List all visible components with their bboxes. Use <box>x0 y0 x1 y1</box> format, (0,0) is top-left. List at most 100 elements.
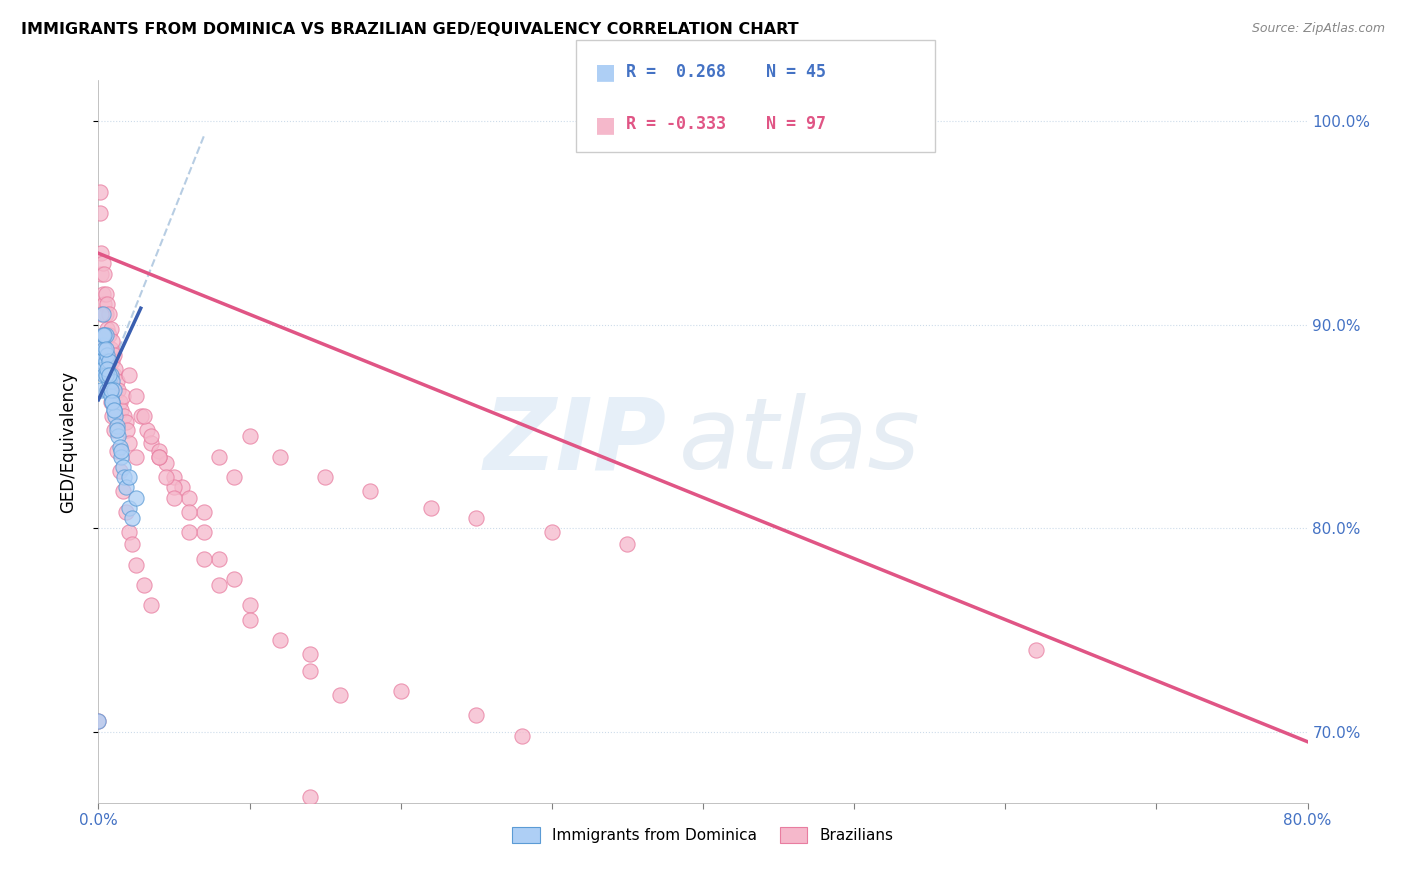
Point <box>125 558 148 572</box>
Text: R = -0.333    N = 97: R = -0.333 N = 97 <box>626 115 825 133</box>
Point <box>100 395 122 409</box>
Point <box>94 342 117 356</box>
Point <box>103 423 125 437</box>
Point <box>155 456 177 470</box>
Point <box>91 338 114 352</box>
Point <box>224 572 246 586</box>
Point <box>299 647 322 661</box>
Point <box>208 578 231 592</box>
Point <box>420 500 443 515</box>
Point <box>148 443 170 458</box>
Text: atlas: atlas <box>679 393 921 490</box>
Point <box>94 354 117 368</box>
Point <box>89 185 111 199</box>
Point <box>239 613 262 627</box>
Point <box>93 368 115 383</box>
Point <box>125 491 148 505</box>
Point <box>104 409 127 423</box>
Point <box>96 368 118 383</box>
Point <box>112 409 135 423</box>
Point <box>114 480 136 494</box>
Text: ■: ■ <box>595 115 616 135</box>
Point <box>91 307 114 321</box>
Point <box>179 525 201 540</box>
Point <box>96 368 118 383</box>
Point <box>100 321 122 335</box>
Point <box>118 525 141 540</box>
Text: IMMIGRANTS FROM DOMINICA VS BRAZILIAN GED/EQUIVALENCY CORRELATION CHART: IMMIGRANTS FROM DOMINICA VS BRAZILIAN GE… <box>21 22 799 37</box>
Point <box>98 327 121 342</box>
Legend: Immigrants from Dominica, Brazilians: Immigrants from Dominica, Brazilians <box>506 822 900 849</box>
Point <box>108 395 131 409</box>
Point <box>135 423 157 437</box>
Point <box>90 354 112 368</box>
Point <box>125 450 148 464</box>
Point <box>125 389 148 403</box>
Point <box>94 327 117 342</box>
Point <box>91 327 114 342</box>
Point <box>98 307 121 321</box>
Point <box>141 429 163 443</box>
Point <box>540 525 562 540</box>
Point <box>96 383 118 397</box>
Point <box>96 362 118 376</box>
Point <box>389 684 412 698</box>
Point <box>90 267 112 281</box>
Point <box>269 632 291 647</box>
Point <box>103 383 125 397</box>
Point <box>239 429 262 443</box>
Point <box>90 246 112 260</box>
Point <box>616 537 638 551</box>
Text: Source: ZipAtlas.com: Source: ZipAtlas.com <box>1251 22 1385 36</box>
Point <box>89 348 111 362</box>
Point <box>239 599 262 613</box>
Point <box>115 423 138 437</box>
Text: ZIP: ZIP <box>484 393 666 490</box>
Point <box>141 599 163 613</box>
Point <box>87 714 110 729</box>
Point <box>100 389 122 403</box>
Point <box>111 389 134 403</box>
Point <box>105 375 128 389</box>
Point <box>114 505 136 519</box>
Point <box>121 537 143 551</box>
Point <box>91 362 114 376</box>
Point <box>314 470 336 484</box>
Point <box>96 297 118 311</box>
Point <box>170 480 193 494</box>
Point <box>94 307 117 321</box>
Point <box>98 375 121 389</box>
Point <box>100 342 122 356</box>
Text: R =  0.268    N = 45: R = 0.268 N = 45 <box>626 62 825 80</box>
Point <box>148 450 170 464</box>
Point <box>101 395 124 409</box>
Point <box>94 368 117 383</box>
Point <box>148 450 170 464</box>
Point <box>179 491 201 505</box>
Point <box>98 383 121 397</box>
Point <box>118 368 141 383</box>
Point <box>111 460 134 475</box>
Point <box>118 435 141 450</box>
Point <box>96 348 118 362</box>
Point <box>141 435 163 450</box>
Point <box>163 470 186 484</box>
Point <box>179 505 201 519</box>
Point <box>103 403 125 417</box>
Point <box>93 342 115 356</box>
Point <box>114 415 136 429</box>
Point <box>132 578 155 592</box>
Point <box>105 443 128 458</box>
Point <box>94 354 117 368</box>
Point <box>163 491 186 505</box>
Point <box>129 409 152 423</box>
Y-axis label: GED/Equivalency: GED/Equivalency <box>59 370 77 513</box>
Point <box>93 297 115 311</box>
Point <box>90 307 112 321</box>
Point <box>193 505 215 519</box>
Point <box>465 511 488 525</box>
Point <box>299 789 322 804</box>
Point <box>91 287 114 301</box>
Point <box>91 256 114 270</box>
Point <box>110 443 132 458</box>
